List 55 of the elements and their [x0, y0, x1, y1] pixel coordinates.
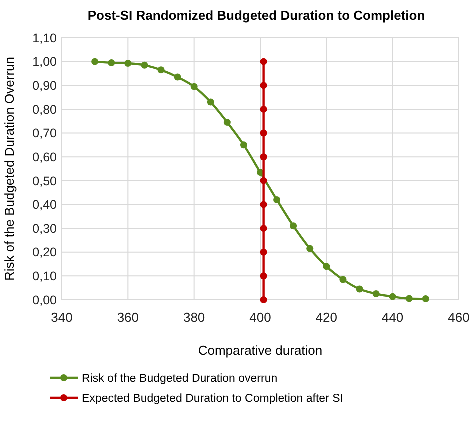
- legend-label: Expected Budgeted Duration to Completion after SI: [82, 393, 344, 406]
- point: [260, 154, 268, 161]
- y-tick-label: 0,80: [32, 102, 58, 117]
- x-tick-label: 440: [382, 310, 404, 325]
- y-tick-label: 0,20: [32, 246, 58, 260]
- y-axis-title: Risk of the Budgeted Duration Overrun: [2, 56, 17, 282]
- point: [372, 290, 380, 298]
- point: [124, 60, 132, 67]
- y-tick-label: 0,00: [32, 293, 58, 308]
- point: [260, 130, 268, 137]
- x-tick-label: 360: [117, 310, 140, 325]
- point: [158, 66, 165, 74]
- point: [190, 83, 198, 90]
- point: [260, 58, 268, 66]
- x-tick-label: 400: [250, 310, 272, 325]
- y-tick-label: 0,10: [32, 270, 58, 284]
- y-tick-label: 0,30: [32, 222, 58, 236]
- point: [260, 201, 268, 208]
- point: [306, 245, 314, 252]
- point: [389, 293, 396, 300]
- x-tick-label: 340: [51, 310, 73, 325]
- legend-label: Risk of the Budgeted Duration overrun: [82, 373, 278, 386]
- point: [290, 222, 298, 230]
- point: [240, 142, 248, 149]
- y-tick-label: 0,90: [32, 79, 58, 94]
- point: [108, 60, 116, 67]
- point: [260, 106, 268, 113]
- point: [422, 296, 430, 303]
- y-tick-label: 0,50: [32, 174, 58, 188]
- x-tick-label: 420: [316, 310, 338, 325]
- point: [260, 272, 268, 280]
- point: [274, 196, 281, 204]
- x-axis-title: Comparative duration: [198, 343, 323, 358]
- x-tick-label: 380: [183, 310, 206, 325]
- point: [141, 62, 148, 69]
- point: [224, 119, 231, 126]
- y-tick-label: 0,60: [32, 150, 58, 164]
- chart-title: Post-SI Randomized Budgeted Duration to Completion: [88, 8, 426, 23]
- point: [356, 286, 364, 293]
- point: [323, 263, 330, 270]
- point: [260, 177, 268, 184]
- point: [406, 295, 413, 302]
- y-tick-label: 1,00: [32, 55, 58, 70]
- y-tick-label: 0,40: [32, 198, 58, 212]
- point: [260, 296, 268, 304]
- point: [174, 74, 182, 81]
- y-tick-label: 0,70: [32, 126, 58, 141]
- y-tick-label: 1,10: [32, 31, 58, 46]
- point: [340, 276, 347, 284]
- point: [260, 248, 268, 256]
- point: [92, 58, 99, 66]
- point: [207, 98, 214, 106]
- x-tick-label: 460: [448, 310, 470, 325]
- point: [260, 82, 268, 90]
- point: [260, 225, 268, 232]
